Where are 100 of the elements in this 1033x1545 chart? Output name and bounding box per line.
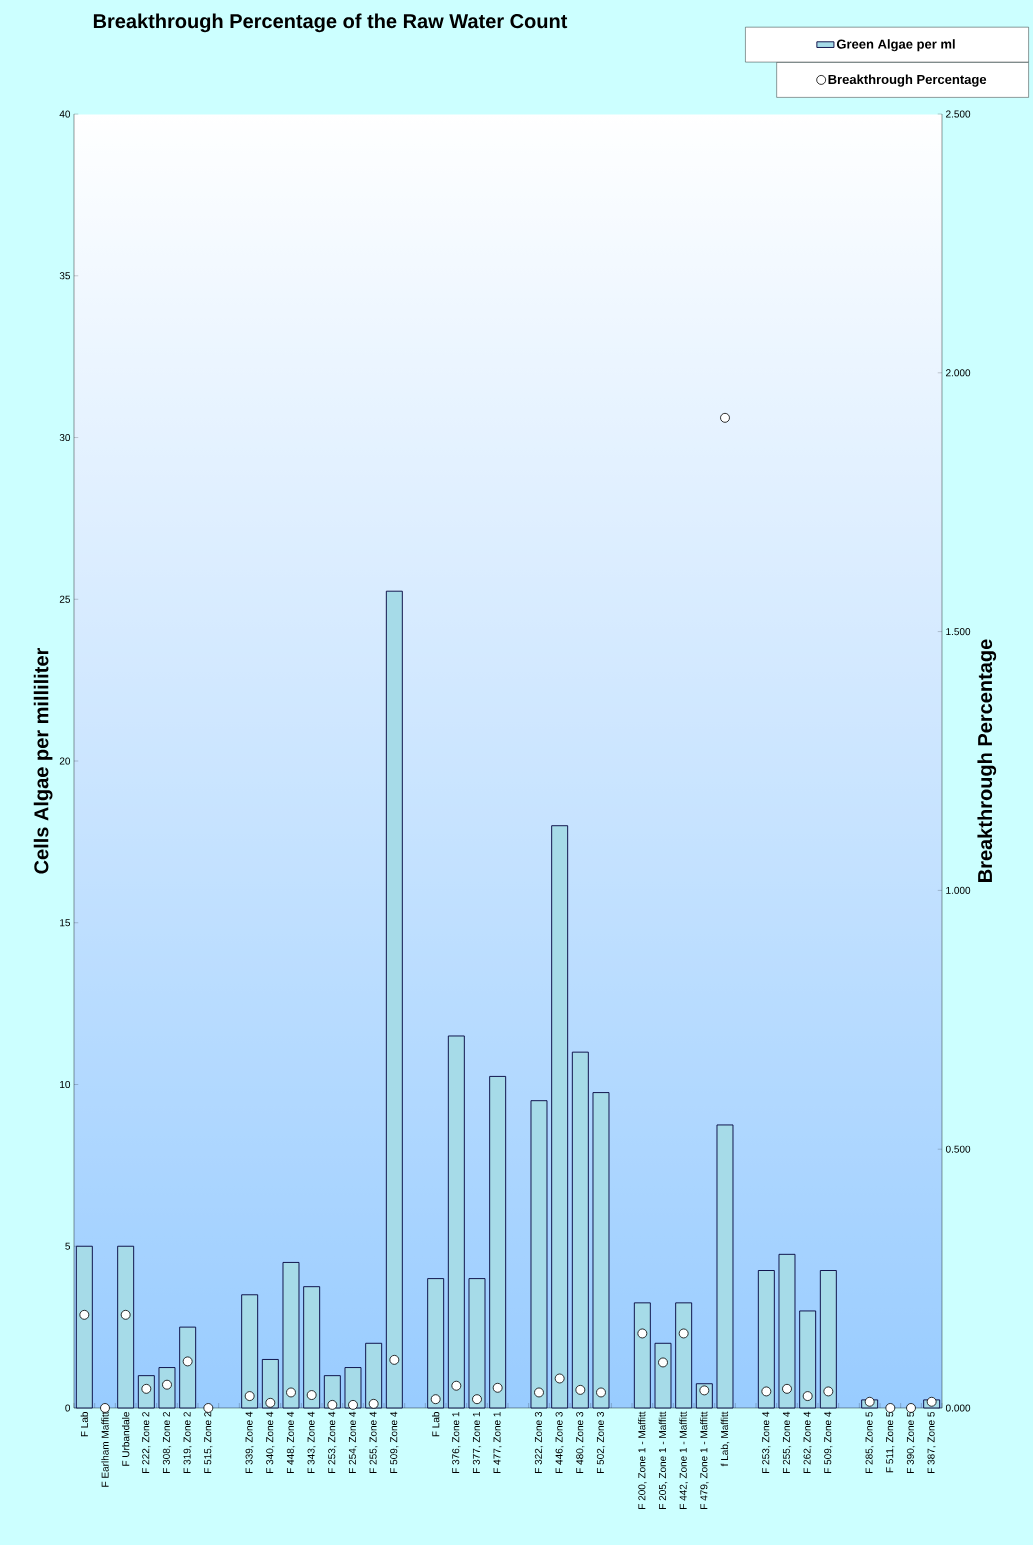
point — [79, 1309, 90, 1320]
point — [182, 1356, 193, 1367]
bar — [427, 1278, 445, 1409]
chart-title: Breakthrough Percentage of the Raw Water Count — [93, 13, 568, 33]
bar — [675, 1302, 693, 1409]
point — [368, 1398, 379, 1409]
point — [823, 1386, 834, 1397]
point — [906, 1403, 916, 1413]
point — [348, 1399, 358, 1410]
bar — [799, 1310, 817, 1409]
bar — [75, 1245, 93, 1409]
bar — [654, 1342, 672, 1409]
x-tick-label: F 511, Zone 5 — [886, 1411, 895, 1473]
x-tick-label: F 480, Zone 3 — [576, 1411, 585, 1473]
point — [306, 1390, 317, 1400]
bar — [365, 1342, 383, 1409]
x-tick-label: F 515, Zone 2 — [204, 1412, 213, 1473]
x-tick-label: F 343, Zone 4 — [307, 1411, 316, 1473]
x-tick-label: F 205, Zone 1 - Maffitt — [658, 1411, 668, 1509]
point — [265, 1397, 276, 1408]
bar — [757, 1270, 775, 1409]
x-tick-label: F Urbandale — [121, 1411, 130, 1466]
x-tick-label: F Lab — [80, 1411, 88, 1437]
bar — [447, 1035, 465, 1409]
x-tick-label: f Lab, Maffitt — [720, 1411, 730, 1467]
point — [244, 1391, 255, 1401]
legend-label: Breakthrough Percentage — [828, 74, 987, 87]
point — [451, 1380, 462, 1391]
x-tick-label: F 255, Zone 4 — [369, 1411, 378, 1473]
x-tick-label: F Earlham Maffitt — [101, 1411, 109, 1487]
bar — [592, 1092, 610, 1409]
x-tick-label: F 448, Zone 4 — [286, 1411, 296, 1473]
x-tick-label: F 390, Zone 5 — [906, 1411, 916, 1473]
point — [761, 1386, 772, 1397]
point — [430, 1394, 441, 1405]
bar — [468, 1278, 486, 1409]
point — [802, 1391, 813, 1401]
bar — [385, 590, 403, 1409]
point — [596, 1387, 606, 1398]
bar — [179, 1326, 197, 1409]
x-tick-label: F 477, Zone 1 — [493, 1412, 502, 1473]
y-tick-label: 20 — [59, 757, 71, 765]
y2-tick-label: 1.500 — [946, 628, 971, 636]
y-tick-label: 40 — [59, 110, 71, 118]
x-tick-label: F 509, Zone 4 — [390, 1411, 399, 1473]
point — [575, 1384, 586, 1395]
x-tick-label: F 322, Zone 3 — [534, 1411, 544, 1473]
bar — [633, 1302, 651, 1409]
x-tick-label: F 387, Zone 5 — [927, 1411, 936, 1473]
bar — [716, 1124, 734, 1409]
point — [554, 1373, 565, 1384]
y2-tick-label: 2.500 — [946, 110, 971, 118]
x-tick-label: F 308, Zone 2 — [162, 1412, 172, 1473]
bar — [819, 1270, 837, 1409]
bar — [551, 825, 569, 1409]
y-tick-label: 5 — [65, 1242, 71, 1250]
point — [885, 1403, 896, 1413]
bar — [778, 1253, 796, 1409]
x-tick-label: F 442, Zone 1 - Maffitt — [679, 1411, 688, 1509]
x-tick-label: F 376, Zone 1 — [452, 1412, 461, 1473]
x-tick-label: F 285, Zone 5 — [865, 1411, 874, 1473]
point — [637, 1328, 648, 1339]
x-tick-label: F 319, Zone 2 — [183, 1412, 192, 1473]
bar — [303, 1286, 321, 1409]
x-tick-label: F 262, Zone 4 — [803, 1411, 812, 1473]
bar — [571, 1051, 589, 1409]
point — [926, 1396, 937, 1407]
point — [492, 1382, 503, 1393]
x-tick-label: F 339, Zone 4 — [245, 1411, 254, 1473]
point — [864, 1396, 875, 1407]
bar — [282, 1261, 300, 1409]
point — [327, 1399, 338, 1410]
y-tick-label: 25 — [59, 595, 71, 603]
point — [720, 412, 730, 423]
point — [286, 1387, 296, 1398]
point — [389, 1354, 400, 1365]
point — [658, 1357, 668, 1368]
bar — [530, 1100, 548, 1409]
x-tick-label: F 255, Zone 4 — [782, 1411, 792, 1473]
y-tick-label: 0 — [65, 1404, 71, 1412]
y-tick-label: 30 — [59, 434, 71, 442]
point — [678, 1328, 689, 1339]
y2-tick-label: 2.000 — [946, 369, 971, 377]
point — [203, 1403, 214, 1413]
x-tick-label: F 253, Zone 4 — [762, 1411, 771, 1473]
x-tick-label: F 254, Zone 4 — [348, 1411, 358, 1473]
x-tick-label: F 502, Zone 3 — [596, 1411, 606, 1473]
point — [120, 1309, 131, 1320]
x-tick-label: F 509, Zone 4 — [824, 1411, 833, 1473]
x-tick-label: F 253, Zone 4 — [328, 1411, 337, 1473]
legend-label: Green Algae per ml — [836, 39, 955, 52]
y2-tick-label: 0.500 — [945, 1145, 971, 1153]
bar — [117, 1245, 135, 1409]
x-tick-label: F 200, Zone 1 - Maffitt — [638, 1411, 647, 1509]
bar — [489, 1075, 507, 1409]
point — [534, 1387, 544, 1398]
point — [782, 1383, 792, 1394]
y-tick-label: 35 — [59, 272, 71, 280]
x-tick-label: F Lab — [431, 1411, 440, 1437]
y-axis-title: Cells Algae per milliliter — [33, 647, 53, 874]
